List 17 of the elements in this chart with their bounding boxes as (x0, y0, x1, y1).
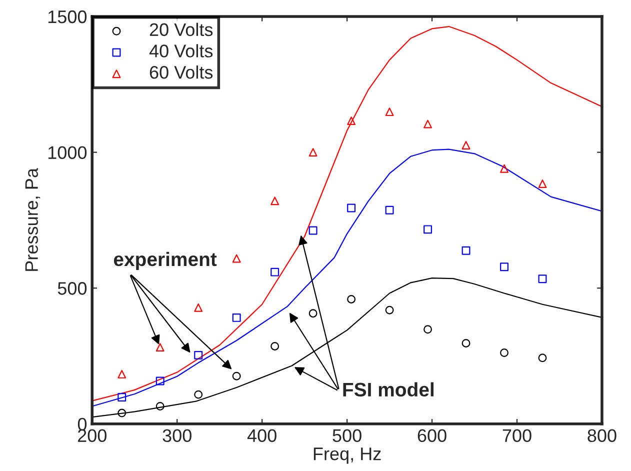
y-axis-title: Pressure, Pa (25, 168, 40, 271)
y-tick-label: 1500 (48, 10, 87, 24)
x-tick-label: 400 (247, 429, 276, 442)
x-tick-label: 600 (418, 429, 446, 442)
annotation: experiment (114, 252, 217, 270)
annotation: FSI model (343, 382, 434, 397)
legend-label: 20 Volts (150, 22, 213, 36)
x-axis-title: Freq, Hz (314, 448, 381, 464)
x-tick-label: 800 (588, 429, 616, 442)
x-tick-label: 200 (78, 429, 106, 442)
x-tick-label: 300 (162, 429, 192, 442)
legend-label: 40 Volts (149, 44, 213, 58)
y-tick-label: 1000 (48, 146, 87, 160)
legend-label: 60 Volts (150, 65, 213, 79)
y-tick-label: 500 (58, 282, 87, 295)
x-tick-label: 500 (332, 429, 362, 442)
x-tick-label: 700 (502, 429, 532, 442)
